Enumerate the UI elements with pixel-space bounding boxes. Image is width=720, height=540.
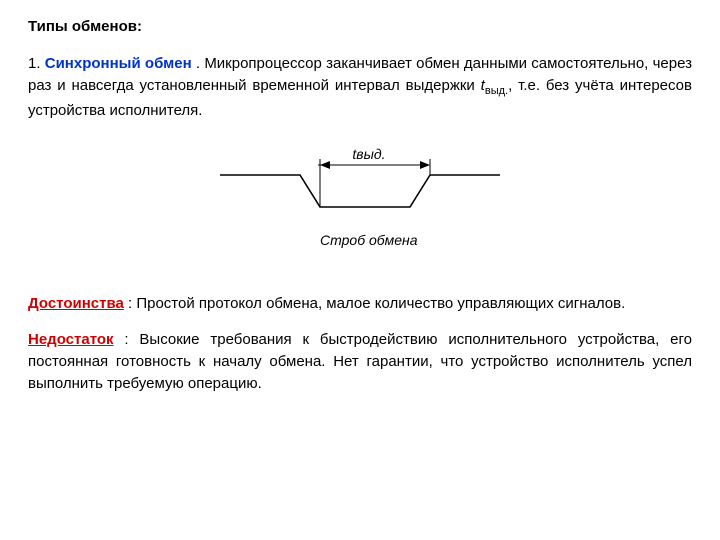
- page: Типы обменов: 1. Синхронный обмен . Микр…: [0, 0, 720, 426]
- p1-subscript: выд.: [485, 85, 508, 97]
- p1-prefix: 1.: [28, 55, 45, 72]
- p1-dot: .: [192, 55, 205, 72]
- diagram-caption: Строб обмена: [320, 232, 418, 248]
- p3-term: Недостаток: [28, 331, 114, 348]
- p1-term: Синхронный обмен: [45, 55, 192, 72]
- paragraph-advantages: Достоинства : Простой протокол обмена, м…: [28, 293, 692, 315]
- timing-diagram-svg: tвыд. Строб обмена: [210, 145, 510, 265]
- paragraph-sync: 1. Синхронный обмен . Микропроцессор зак…: [28, 53, 692, 121]
- arrowhead-left-icon: [320, 161, 330, 169]
- section-heading: Типы обменов:: [28, 18, 692, 35]
- p2-term: Достоинства: [28, 295, 124, 312]
- paragraph-disadvantage: Недостаток : Высокие требования к быстро…: [28, 329, 692, 394]
- measure-label: tвыд.: [352, 146, 385, 162]
- arrowhead-right-icon: [420, 161, 430, 169]
- p3-tail: : Высокие требования к быстродействию ис…: [28, 331, 692, 392]
- strobe-waveform: [220, 175, 500, 207]
- p2-tail: : Простой протокол обмена, малое количес…: [124, 295, 625, 312]
- timing-diagram: tвыд. Строб обмена: [28, 145, 692, 265]
